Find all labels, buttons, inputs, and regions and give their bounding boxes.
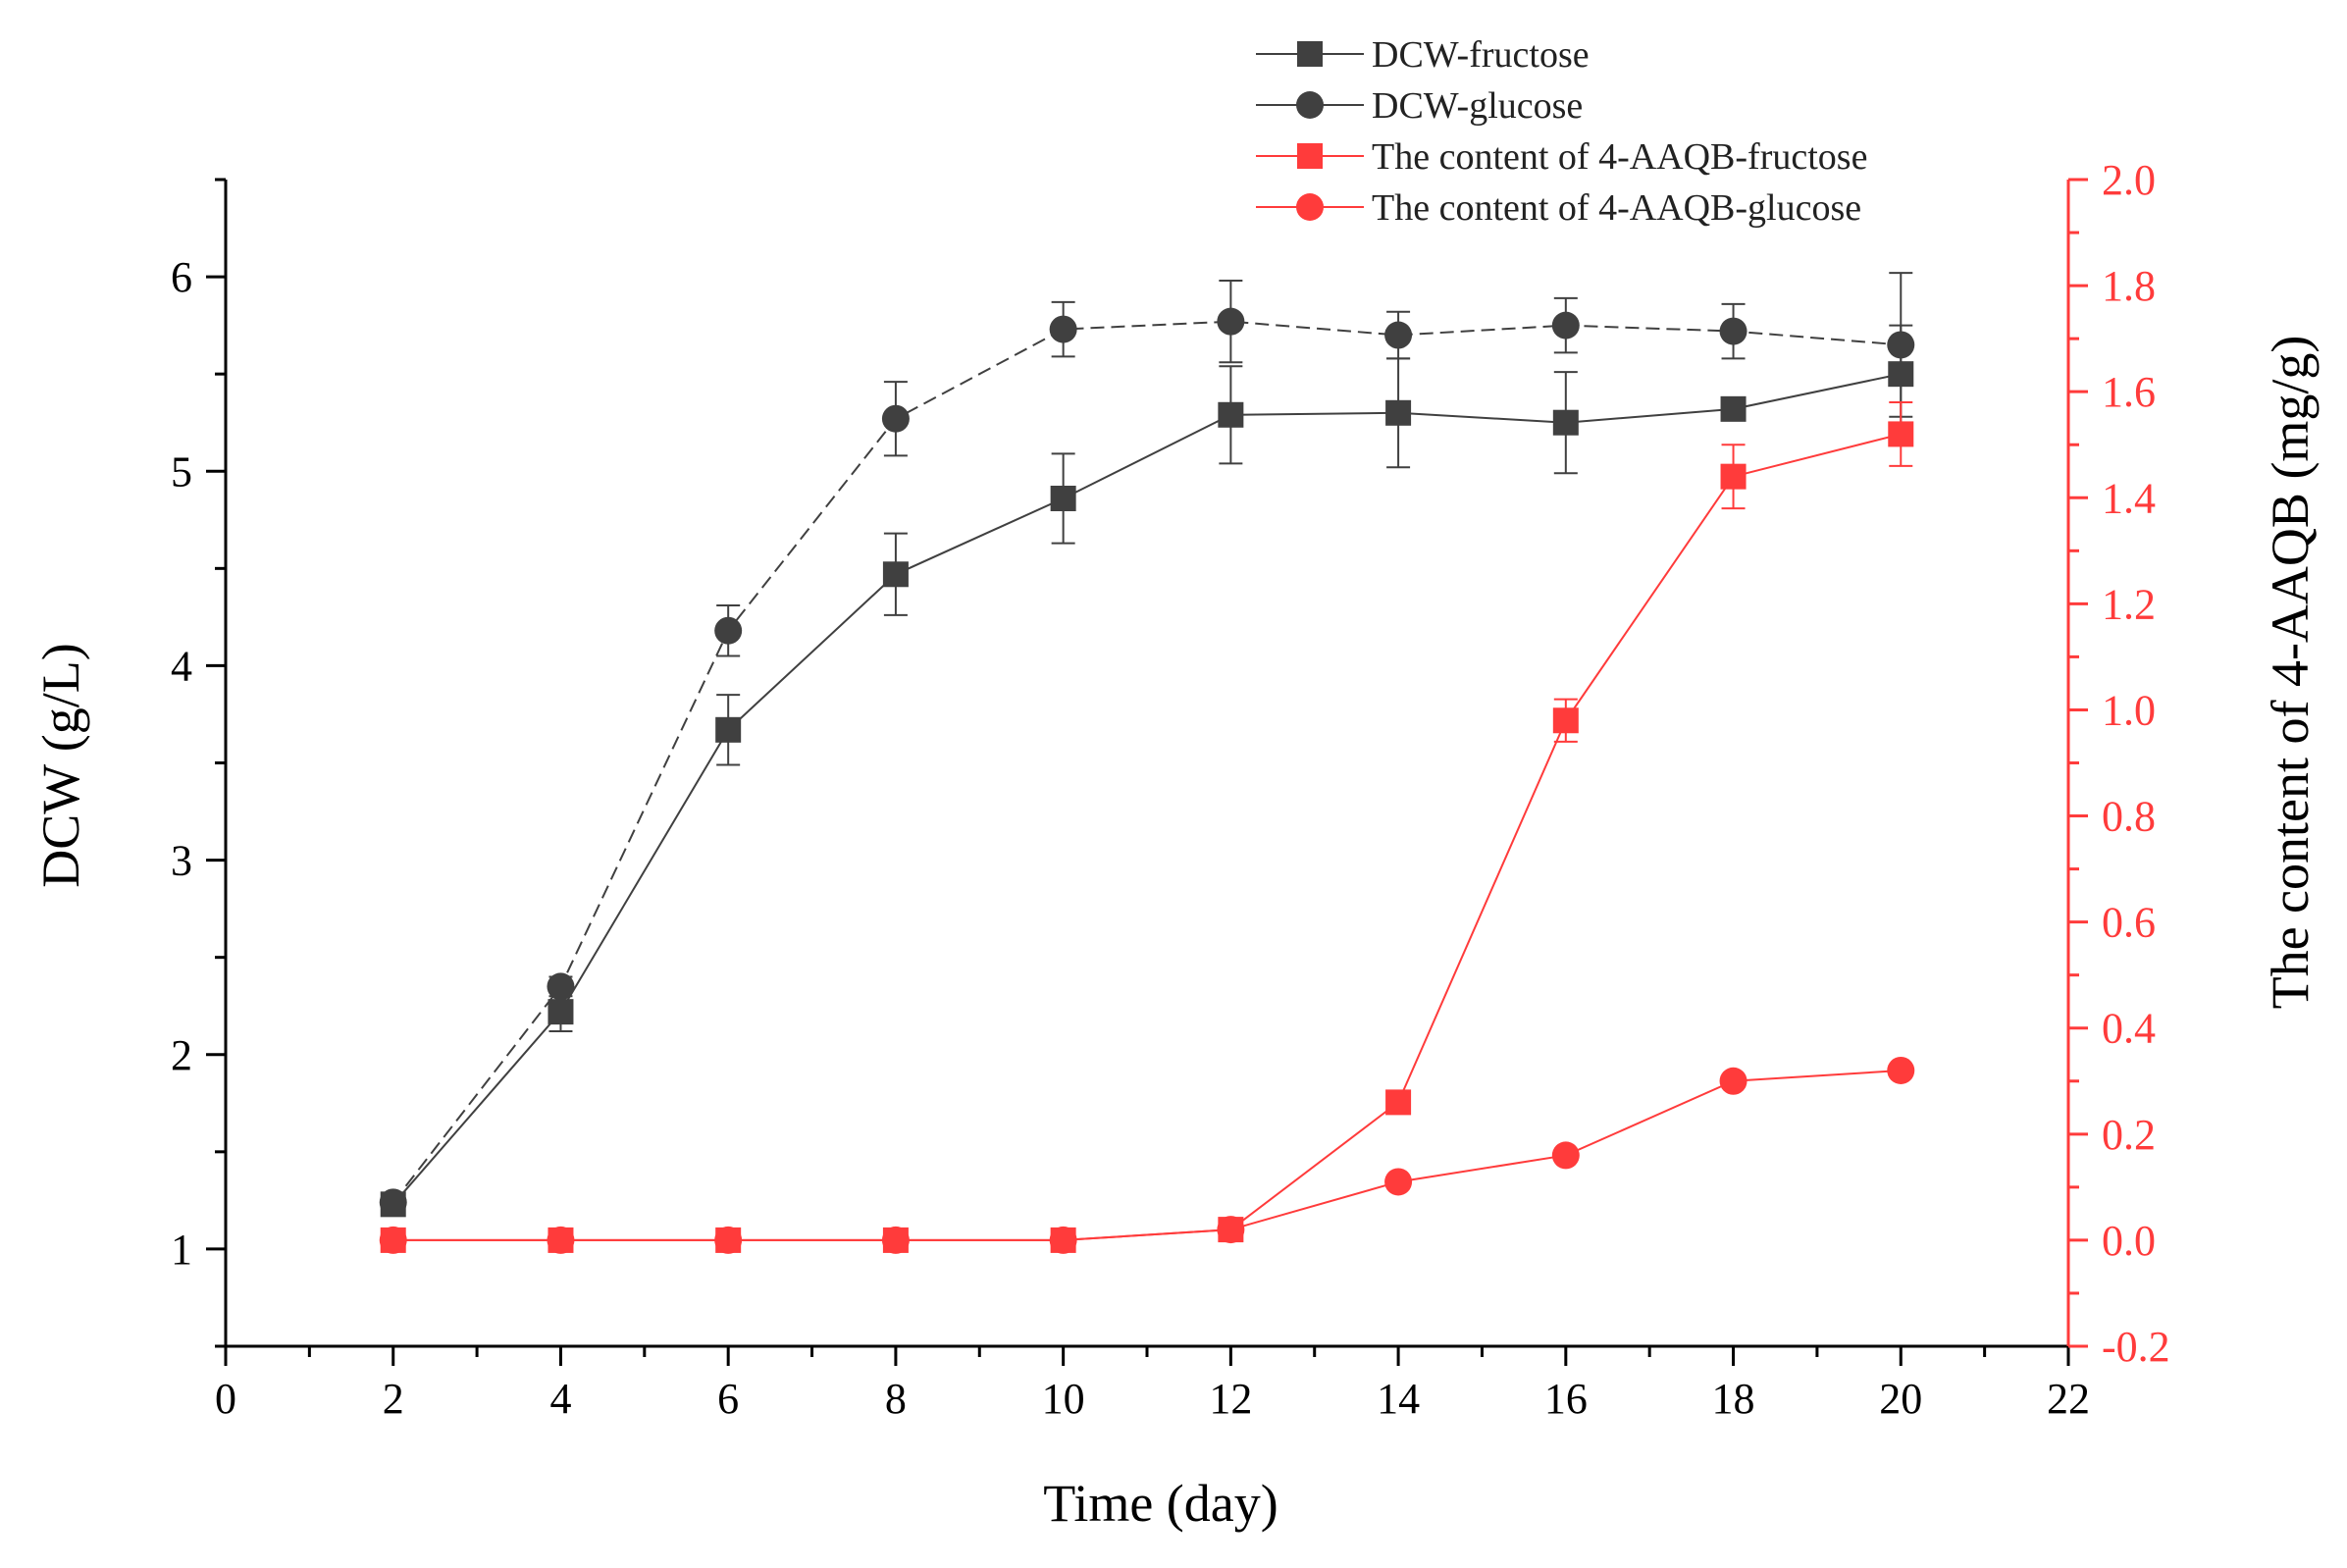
legend-marker-square bbox=[1297, 143, 1323, 169]
data-point-square bbox=[715, 716, 742, 743]
legend-marker-square bbox=[1297, 41, 1323, 67]
series-line bbox=[392, 433, 1902, 1241]
x-tick-label: 16 bbox=[1544, 1375, 1588, 1423]
data-point-square bbox=[1720, 395, 1747, 422]
legend-marker-circle bbox=[1296, 193, 1324, 221]
series-3 bbox=[379, 1056, 1915, 1254]
data-point-square bbox=[882, 561, 909, 588]
right-y-tick-label: 2.0 bbox=[2102, 156, 2156, 204]
right-y-tick-label: -0.2 bbox=[2102, 1323, 2170, 1371]
legend-label: DCW-fructose bbox=[1372, 34, 1590, 76]
left-y-tick-label: 1 bbox=[171, 1226, 192, 1274]
data-point-circle bbox=[1551, 311, 1580, 340]
right-y-tick-label: 0.0 bbox=[2102, 1217, 2156, 1265]
data-point-circle bbox=[547, 972, 575, 1001]
data-point-square bbox=[1552, 707, 1579, 734]
legend-label: DCW-glucose bbox=[1372, 85, 1583, 127]
left-y-tick-label: 3 bbox=[171, 837, 192, 885]
data-point-circle bbox=[1551, 1141, 1580, 1170]
data-point-circle bbox=[1719, 317, 1747, 345]
data-point-circle bbox=[881, 1226, 910, 1254]
data-point-circle bbox=[1887, 331, 1915, 359]
right-y-tick-label: 1.6 bbox=[2102, 368, 2156, 416]
data-point-circle bbox=[1719, 1067, 1747, 1095]
data-point-circle bbox=[1217, 1216, 1245, 1244]
x-tick-label: 0 bbox=[215, 1375, 236, 1423]
data-point-circle bbox=[714, 1226, 743, 1254]
x-tick-label: 14 bbox=[1377, 1375, 1420, 1423]
data-point-circle bbox=[1887, 1056, 1915, 1084]
data-point-square bbox=[1552, 409, 1579, 436]
x-tick-label: 4 bbox=[549, 1375, 571, 1423]
left-y-axis-title: DCW (g/L) bbox=[31, 643, 90, 887]
data-point-circle bbox=[1384, 321, 1413, 349]
axes-layer: 0 2 4 6 8 10 12 14 16 18 20 22123456-0.20.00.20.40.… bbox=[171, 156, 2170, 1423]
right-y-tick-label: 0.6 bbox=[2102, 899, 2156, 947]
right-y-axis-title: The content of 4-AAQB (mg/g) bbox=[2261, 336, 2320, 1010]
data-point-square bbox=[1385, 399, 1412, 426]
data-point-circle bbox=[881, 404, 910, 433]
right-y-tick-label: 1.4 bbox=[2102, 474, 2156, 522]
x-tick-label: 18 bbox=[1712, 1375, 1755, 1423]
legend-marker-circle bbox=[1296, 91, 1324, 119]
data-point-square bbox=[1218, 401, 1244, 428]
x-axis-title: Time (day) bbox=[1043, 1474, 1278, 1533]
x-tick-label: 20 bbox=[1879, 1375, 1922, 1423]
left-y-tick-label: 4 bbox=[171, 642, 192, 690]
left-y-tick-label: 5 bbox=[171, 447, 192, 496]
right-y-tick-label: 1.0 bbox=[2102, 686, 2156, 734]
x-tick-label: 2 bbox=[383, 1375, 404, 1423]
right-y-tick-label: 1.8 bbox=[2102, 262, 2156, 310]
x-tick-label: 10 bbox=[1042, 1375, 1085, 1423]
data-point-circle bbox=[547, 1226, 575, 1254]
legend-label: The content of 4-AAQB-glucose bbox=[1372, 187, 1861, 229]
data-point-circle bbox=[1049, 315, 1077, 343]
data-point-square bbox=[1888, 421, 1914, 447]
right-y-tick-label: 1.2 bbox=[2102, 580, 2156, 628]
data-point-square bbox=[1050, 485, 1076, 511]
legend-label: The content of 4-AAQB-fructose bbox=[1372, 136, 1867, 178]
data-point-circle bbox=[714, 616, 743, 645]
series-line bbox=[391, 373, 1902, 1205]
x-tick-label: 6 bbox=[717, 1375, 739, 1423]
series-line bbox=[391, 320, 1902, 1203]
left-y-tick-label: 2 bbox=[171, 1031, 192, 1079]
data-point-circle bbox=[1049, 1226, 1077, 1254]
data-point-square bbox=[548, 999, 574, 1025]
right-y-tick-label: 0.8 bbox=[2102, 793, 2156, 841]
left-y-tick-label: 6 bbox=[171, 253, 192, 301]
data-point-square bbox=[1385, 1089, 1412, 1116]
data-point-square bbox=[1720, 463, 1747, 490]
x-tick-label: 12 bbox=[1209, 1375, 1252, 1423]
series-1 bbox=[379, 272, 1915, 1217]
data-point-circle bbox=[379, 1188, 407, 1217]
x-tick-label: 8 bbox=[885, 1375, 907, 1423]
data-point-circle bbox=[1384, 1168, 1413, 1196]
right-y-tick-label: 0.2 bbox=[2102, 1111, 2156, 1159]
x-tick-label: 22 bbox=[2047, 1375, 2090, 1423]
series-line bbox=[392, 1069, 1902, 1241]
right-y-tick-label: 0.4 bbox=[2102, 1005, 2156, 1053]
series-layer bbox=[379, 272, 1915, 1254]
data-point-circle bbox=[1217, 307, 1245, 336]
data-point-circle bbox=[379, 1226, 407, 1254]
series-2 bbox=[380, 400, 1914, 1253]
legend-layer: DCW-fructose DCW-glucose The content of 4-… bbox=[1256, 34, 1867, 229]
series-0 bbox=[380, 324, 1914, 1218]
